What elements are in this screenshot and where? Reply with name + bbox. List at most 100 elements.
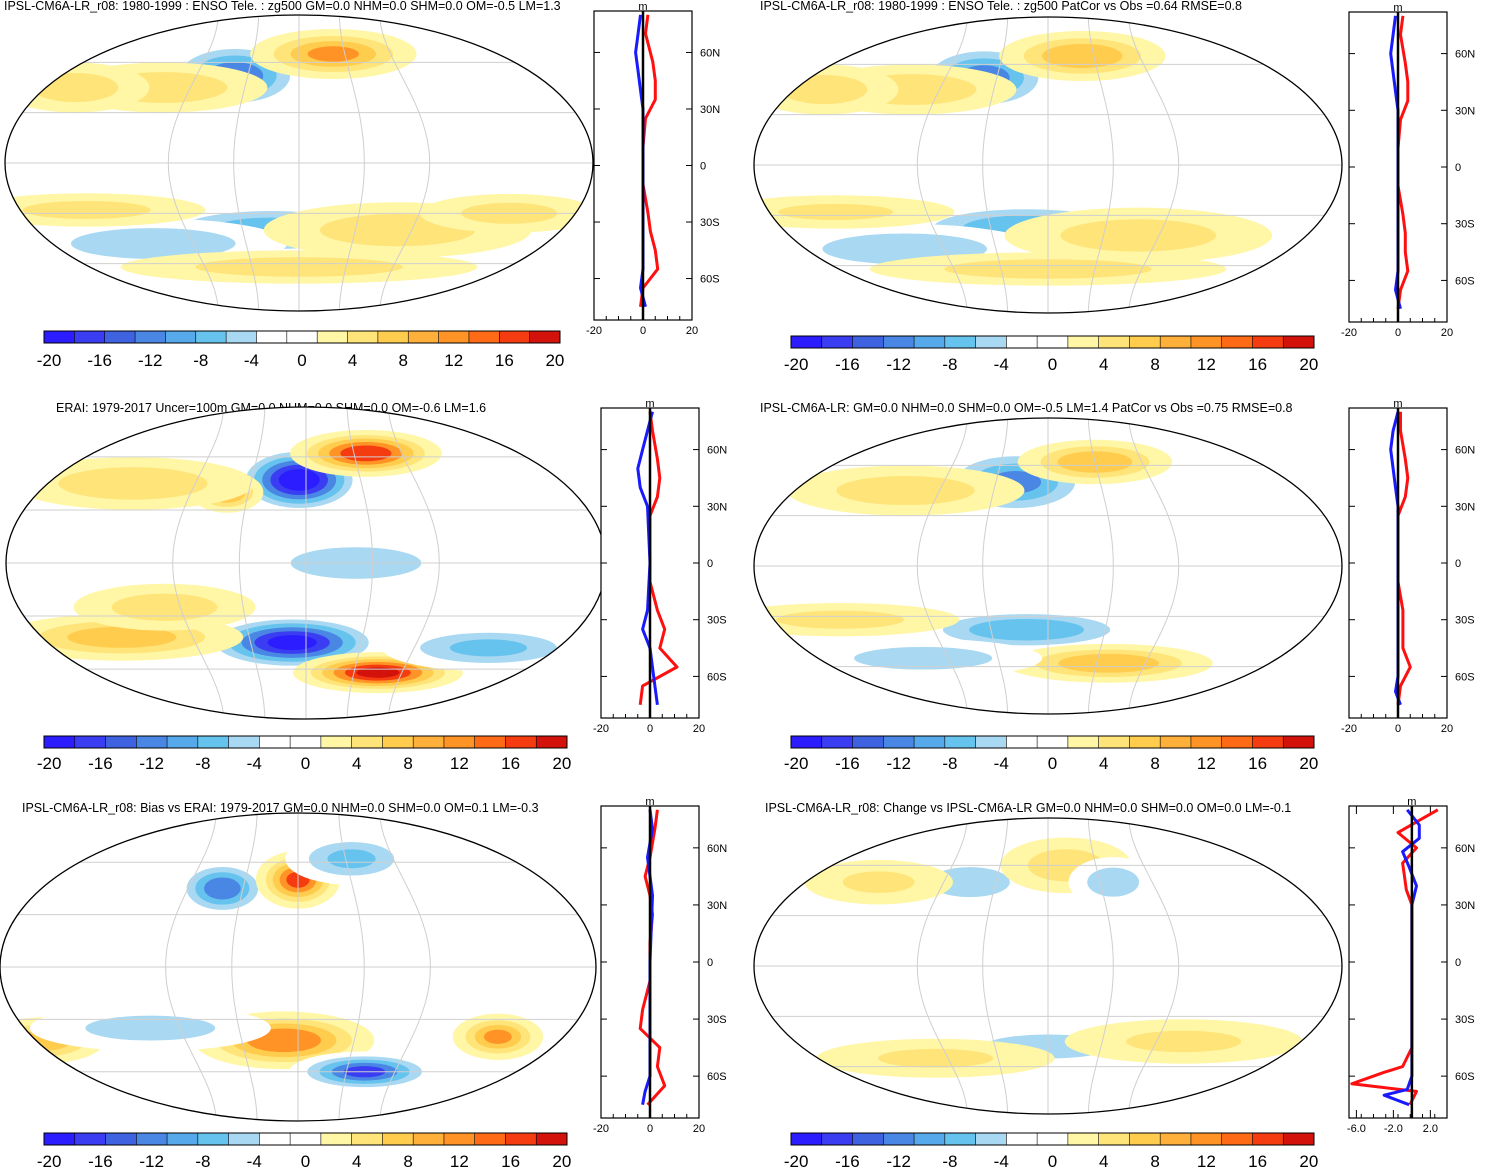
panel-middle-right: IPSL-CM6A-LR: GM=0.0 NHM=0.0 SHM=0.0 OM=… xyxy=(753,398,1475,773)
colorbar-tick-label: 20 xyxy=(1299,355,1318,374)
graticule xyxy=(0,813,596,1121)
colorbar-tick-label: -20 xyxy=(37,754,62,773)
colorbar-tick-label: 8 xyxy=(1150,1152,1159,1170)
profile-lat-label: 60N xyxy=(1455,445,1475,457)
profile-lat-label: 30N xyxy=(707,900,727,912)
profile-lat-label: 30N xyxy=(700,104,720,116)
colorbar-swatch xyxy=(791,336,823,348)
profile-lat-label: 0 xyxy=(700,161,706,173)
profile-x-tick-label: 20 xyxy=(693,1123,705,1135)
colorbar-tick-label: 20 xyxy=(1299,1152,1318,1170)
profile-lat-label: 60S xyxy=(1455,1071,1475,1083)
colorbar-tick-label: 12 xyxy=(1197,355,1216,374)
colorbar-tick-label: -8 xyxy=(942,355,957,374)
profile-x-tick-label: 20 xyxy=(686,325,698,337)
colorbar-tick-label: -12 xyxy=(138,351,163,370)
colorbar-swatch xyxy=(1190,336,1223,348)
map-field xyxy=(754,17,1342,313)
profile-unit-label: m xyxy=(638,1,647,13)
colorbar-swatch xyxy=(468,331,500,343)
colorbar-swatch xyxy=(1221,336,1253,348)
colorbar-swatch xyxy=(883,336,915,348)
anomaly-blob xyxy=(174,859,271,918)
colorbar-swatch xyxy=(1037,736,1069,748)
colorbar-swatch xyxy=(104,331,136,343)
colorbar-swatch xyxy=(1160,736,1192,748)
colorbar-swatch xyxy=(228,1133,260,1145)
colorbar-swatch xyxy=(1067,736,1100,748)
colorbar-swatch xyxy=(413,1133,445,1145)
colorbar-swatch xyxy=(320,1133,353,1145)
colorbar-swatch xyxy=(105,736,137,748)
profile-lat-label: 30N xyxy=(1455,105,1475,117)
profile-x-tick-label: 2.0 xyxy=(1423,1123,1438,1135)
anomaly-blob xyxy=(1068,857,1158,908)
map-border xyxy=(753,417,1343,715)
colorbar-swatch xyxy=(791,736,823,748)
colorbar-swatch xyxy=(536,736,568,748)
profile-unit-label: m xyxy=(1393,398,1402,410)
profile-lat-label: 60N xyxy=(1455,49,1475,61)
profile-lat-label: 30N xyxy=(1455,900,1475,912)
colorbar-swatch xyxy=(443,1133,476,1145)
colorbar-tick-label: 8 xyxy=(403,754,412,773)
profile-lat-label: 30S xyxy=(707,615,727,627)
colorbar-tick-label: -8 xyxy=(942,754,957,773)
colorbar-swatch xyxy=(1160,1133,1192,1145)
colorbar-tick-label: 0 xyxy=(301,1152,310,1170)
colorbar-swatch xyxy=(228,736,260,748)
colorbar-tick-label: 20 xyxy=(552,1152,571,1170)
colorbar-swatch xyxy=(852,336,884,348)
colorbar-swatch xyxy=(1098,736,1130,748)
colorbar-tick-label: -4 xyxy=(247,754,262,773)
panel-bottom-right: IPSL-CM6A-LR_r08: Change vs IPSL-CM6A-LR… xyxy=(753,796,1475,1170)
colorbar-tick-label: -8 xyxy=(942,1152,957,1170)
profile-x-tick-label: -2.0 xyxy=(1384,1123,1403,1135)
map-field xyxy=(0,813,596,1121)
colorbar-swatch xyxy=(167,736,199,748)
colorbar-tick-label: 4 xyxy=(348,351,357,370)
zonal-profile: m 60N 30N 0 30S 60S -20 0 20 xyxy=(586,1,720,337)
colorbar-tick-label: -20 xyxy=(37,351,62,370)
colorbar-swatch xyxy=(1283,1133,1315,1145)
colorbar-swatch xyxy=(505,736,537,748)
colorbar-tick-label: -12 xyxy=(886,754,911,773)
colorbar-swatch xyxy=(1098,336,1130,348)
profile-lat-label: 30S xyxy=(1455,615,1475,627)
colorbar-tick-label: 16 xyxy=(1248,1152,1267,1170)
colorbar-swatch xyxy=(136,736,168,748)
map-border xyxy=(0,812,597,1122)
colorbar-swatch xyxy=(474,736,506,748)
colorbar-swatch xyxy=(226,331,257,343)
panel-title: IPSL-CM6A-LR_r08: Change vs IPSL-CM6A-LR… xyxy=(765,801,1291,815)
colorbar-swatch xyxy=(1160,336,1192,348)
colorbar-tick-label: -4 xyxy=(244,351,259,370)
profile-lat-label: 60S xyxy=(700,274,720,286)
colorbar-swatch xyxy=(536,1133,568,1145)
colorbar-swatch xyxy=(791,1133,823,1145)
colorbar-swatch xyxy=(529,331,561,343)
profile-lat-label: 60S xyxy=(1455,671,1475,683)
zonal-profile: m 60N 30N 0 30S 60S -20 0 20 xyxy=(593,796,727,1135)
colorbar-tick-label: -16 xyxy=(87,351,112,370)
colorbar-swatch xyxy=(1252,336,1284,348)
colorbar-tick-label: -16 xyxy=(835,754,860,773)
colorbar-tick-label: 8 xyxy=(398,351,407,370)
colorbar-tick-label: 20 xyxy=(1299,754,1318,773)
map-field xyxy=(6,407,606,719)
colorbar-tick-label: 12 xyxy=(1197,1152,1216,1170)
colorbar-tick-label: -4 xyxy=(994,355,1009,374)
colorbar-swatch xyxy=(44,331,75,343)
profile-unit-label: m xyxy=(1407,796,1416,808)
colorbar-swatch xyxy=(1221,1133,1253,1145)
profile-unit-label: m xyxy=(1393,2,1402,14)
colorbar-tick-label: 20 xyxy=(552,754,571,773)
colorbar-swatch xyxy=(1006,1133,1038,1145)
colorbar-swatch xyxy=(290,1133,322,1145)
colorbar-swatch xyxy=(382,736,414,748)
colorbar-swatch xyxy=(165,331,197,343)
colorbar-swatch xyxy=(259,1133,291,1145)
colorbar-swatch xyxy=(320,736,353,748)
colorbar-swatch xyxy=(1006,736,1038,748)
colorbar-swatch xyxy=(1252,1133,1284,1145)
